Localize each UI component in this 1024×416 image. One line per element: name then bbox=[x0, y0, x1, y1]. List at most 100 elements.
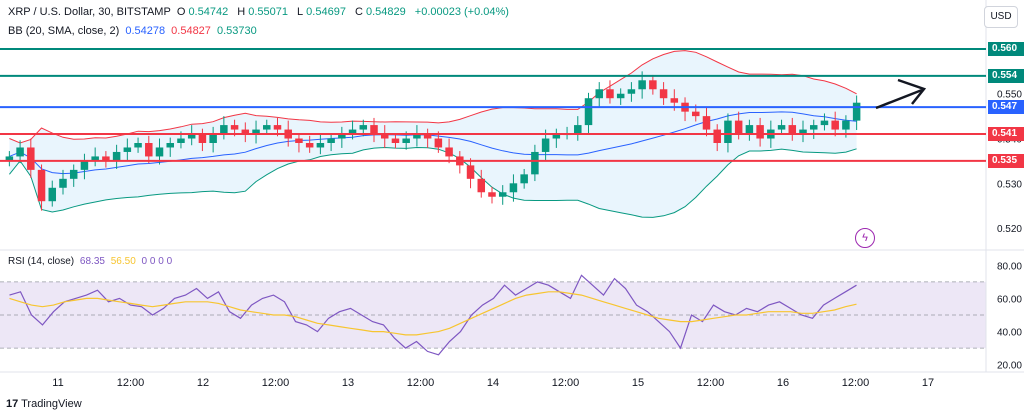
candle-body bbox=[520, 174, 528, 184]
candle-body bbox=[692, 111, 700, 117]
candle-body bbox=[616, 93, 625, 99]
candle-body bbox=[702, 116, 711, 130]
candle-body bbox=[263, 125, 271, 130]
candle-body bbox=[16, 147, 24, 157]
time-tick-label: 16 bbox=[777, 377, 789, 389]
price-tick-label: 0.530 bbox=[997, 179, 1022, 190]
candle-body bbox=[316, 143, 325, 148]
candle-body bbox=[498, 192, 507, 197]
candle-body bbox=[241, 129, 250, 135]
rsi-pane bbox=[0, 274, 986, 356]
candle-body bbox=[80, 160, 89, 170]
candle-body bbox=[27, 147, 35, 170]
candle-body bbox=[638, 80, 646, 90]
candle-body bbox=[348, 129, 357, 135]
candle-body bbox=[187, 134, 196, 139]
candle-body bbox=[606, 89, 614, 99]
candle-body bbox=[37, 169, 46, 202]
rsi-value: 68.35 bbox=[79, 256, 105, 267]
brand-name: TradingView bbox=[21, 398, 82, 410]
time-tick-label: 17 bbox=[922, 377, 934, 389]
price-tag: 0.554 bbox=[988, 68, 1024, 83]
rsi-legend[interactable]: RSI (14, close) 68.35 56.50 0 0 0 0 bbox=[8, 256, 175, 267]
candle-body bbox=[552, 134, 561, 139]
candle-body bbox=[59, 178, 67, 188]
candle-body bbox=[91, 156, 99, 161]
open-value: 0.54742 bbox=[188, 6, 229, 18]
candle-body bbox=[777, 125, 786, 130]
time-tick-label: 15 bbox=[632, 377, 644, 389]
candle-body bbox=[123, 147, 132, 152]
candle-body bbox=[413, 134, 421, 139]
time-tick-label: 12:00 bbox=[407, 377, 435, 389]
time-tick-label: 12:00 bbox=[262, 377, 290, 389]
candle-body bbox=[230, 125, 239, 130]
candle-body bbox=[595, 89, 603, 99]
tradingview-glyph-icon: 17 bbox=[6, 398, 19, 410]
candle-body bbox=[102, 156, 110, 161]
candle-body bbox=[756, 125, 764, 139]
candle-body bbox=[734, 120, 743, 135]
price-tag: 0.541 bbox=[988, 127, 1024, 142]
candle-body bbox=[713, 129, 721, 143]
candle-body bbox=[155, 147, 164, 157]
rsi-extra-values: 0 0 0 0 bbox=[141, 256, 173, 267]
flash-icon[interactable]: ϟ bbox=[855, 228, 875, 248]
bollinger-legend[interactable]: BB (20, SMA, close, 2) 0.54278 0.54827 0… bbox=[8, 25, 260, 37]
candle-body bbox=[724, 120, 732, 143]
candle-body bbox=[477, 178, 486, 193]
candle-body bbox=[402, 138, 410, 143]
candle-body bbox=[531, 151, 539, 175]
candle-body bbox=[252, 129, 260, 135]
candle-body bbox=[305, 143, 314, 148]
candle-body bbox=[842, 120, 850, 130]
candle-body bbox=[327, 138, 335, 143]
candle-body bbox=[220, 125, 228, 135]
symbol-title[interactable]: XRP / U.S. Dollar, 30, BITSTAMP bbox=[8, 6, 171, 18]
tradingview-logo[interactable]: 17 TradingView bbox=[6, 398, 82, 410]
candle-body bbox=[584, 98, 593, 126]
close-value: 0.54829 bbox=[365, 6, 406, 18]
currency-button[interactable]: USD bbox=[984, 6, 1018, 28]
rsi-ma-line bbox=[9, 291, 857, 336]
ohlc-legend: XRP / U.S. Dollar, 30, BITSTAMP O 0.54742… bbox=[8, 6, 509, 18]
arrow-head-icon bbox=[897, 78, 927, 105]
change-value: +0.00023 (+0.04%) bbox=[414, 6, 509, 18]
bb-upper-line bbox=[9, 50, 857, 144]
rsi-line bbox=[9, 274, 857, 356]
candle-body bbox=[852, 102, 861, 121]
time-tick-label: 12:00 bbox=[697, 377, 725, 389]
bb-basis-value: 0.54278 bbox=[125, 25, 166, 37]
price-tick-label: 0.550 bbox=[997, 90, 1022, 101]
candle-body bbox=[391, 138, 400, 143]
candle-body bbox=[659, 89, 668, 99]
candle-body bbox=[370, 125, 378, 135]
candle-body bbox=[423, 134, 432, 139]
price-tag: 0.560 bbox=[988, 41, 1024, 56]
time-tick-label: 12:00 bbox=[842, 377, 870, 389]
high-value: 0.55071 bbox=[248, 6, 288, 18]
price-tick-label: 0.520 bbox=[997, 224, 1022, 235]
time-tick-label: 14 bbox=[487, 377, 499, 389]
rsi-ma-value: 56.50 bbox=[110, 256, 136, 267]
candle-body bbox=[788, 125, 797, 135]
rsi-tick-label: 40.00 bbox=[997, 328, 1022, 339]
rsi-tick-label: 80.00 bbox=[997, 261, 1022, 272]
rsi-tick-label: 60.00 bbox=[997, 294, 1022, 305]
candle-body bbox=[112, 151, 121, 161]
annotation-layer bbox=[0, 47, 986, 162]
rsi-label: RSI (14, close) bbox=[8, 256, 75, 267]
bb-upper-value: 0.54827 bbox=[171, 25, 211, 37]
candle-body bbox=[799, 129, 807, 135]
bb-basis-line bbox=[9, 111, 857, 175]
time-tick-label: 11 bbox=[52, 377, 63, 389]
bb-lower-value: 0.53730 bbox=[216, 25, 257, 37]
candle-body bbox=[509, 183, 518, 193]
candle-body bbox=[209, 134, 217, 143]
candle-body bbox=[166, 143, 174, 148]
candle-body bbox=[445, 147, 453, 157]
candle-body bbox=[670, 98, 679, 103]
candle-body bbox=[831, 120, 839, 130]
candle-body bbox=[488, 192, 496, 197]
